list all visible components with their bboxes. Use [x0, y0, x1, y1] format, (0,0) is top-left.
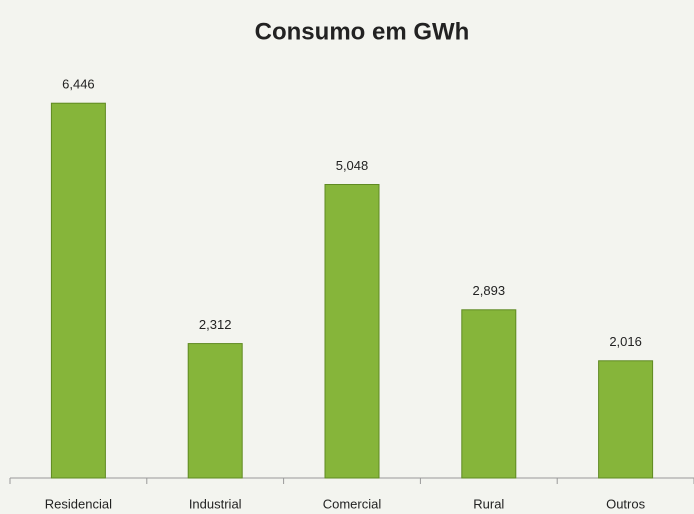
data-label: 2,016	[609, 334, 642, 349]
bar	[187, 343, 243, 479]
x-tick-label: Industrial	[189, 496, 242, 511]
x-tick-label: Comercial	[323, 496, 382, 511]
data-label: 2,893	[473, 283, 506, 298]
data-label: 2,312	[199, 317, 232, 332]
data-label: 6,446	[62, 77, 95, 92]
chart-title: Consumo em GWh	[255, 18, 470, 45]
data-label: 5,048	[336, 158, 369, 173]
x-tick-label: Residencial	[45, 496, 112, 511]
bar	[324, 183, 380, 479]
bar	[461, 309, 517, 479]
bar	[598, 360, 654, 479]
x-tick-label: Rural	[473, 496, 504, 511]
bar	[50, 102, 106, 479]
x-tick-label: Outros	[606, 496, 646, 511]
